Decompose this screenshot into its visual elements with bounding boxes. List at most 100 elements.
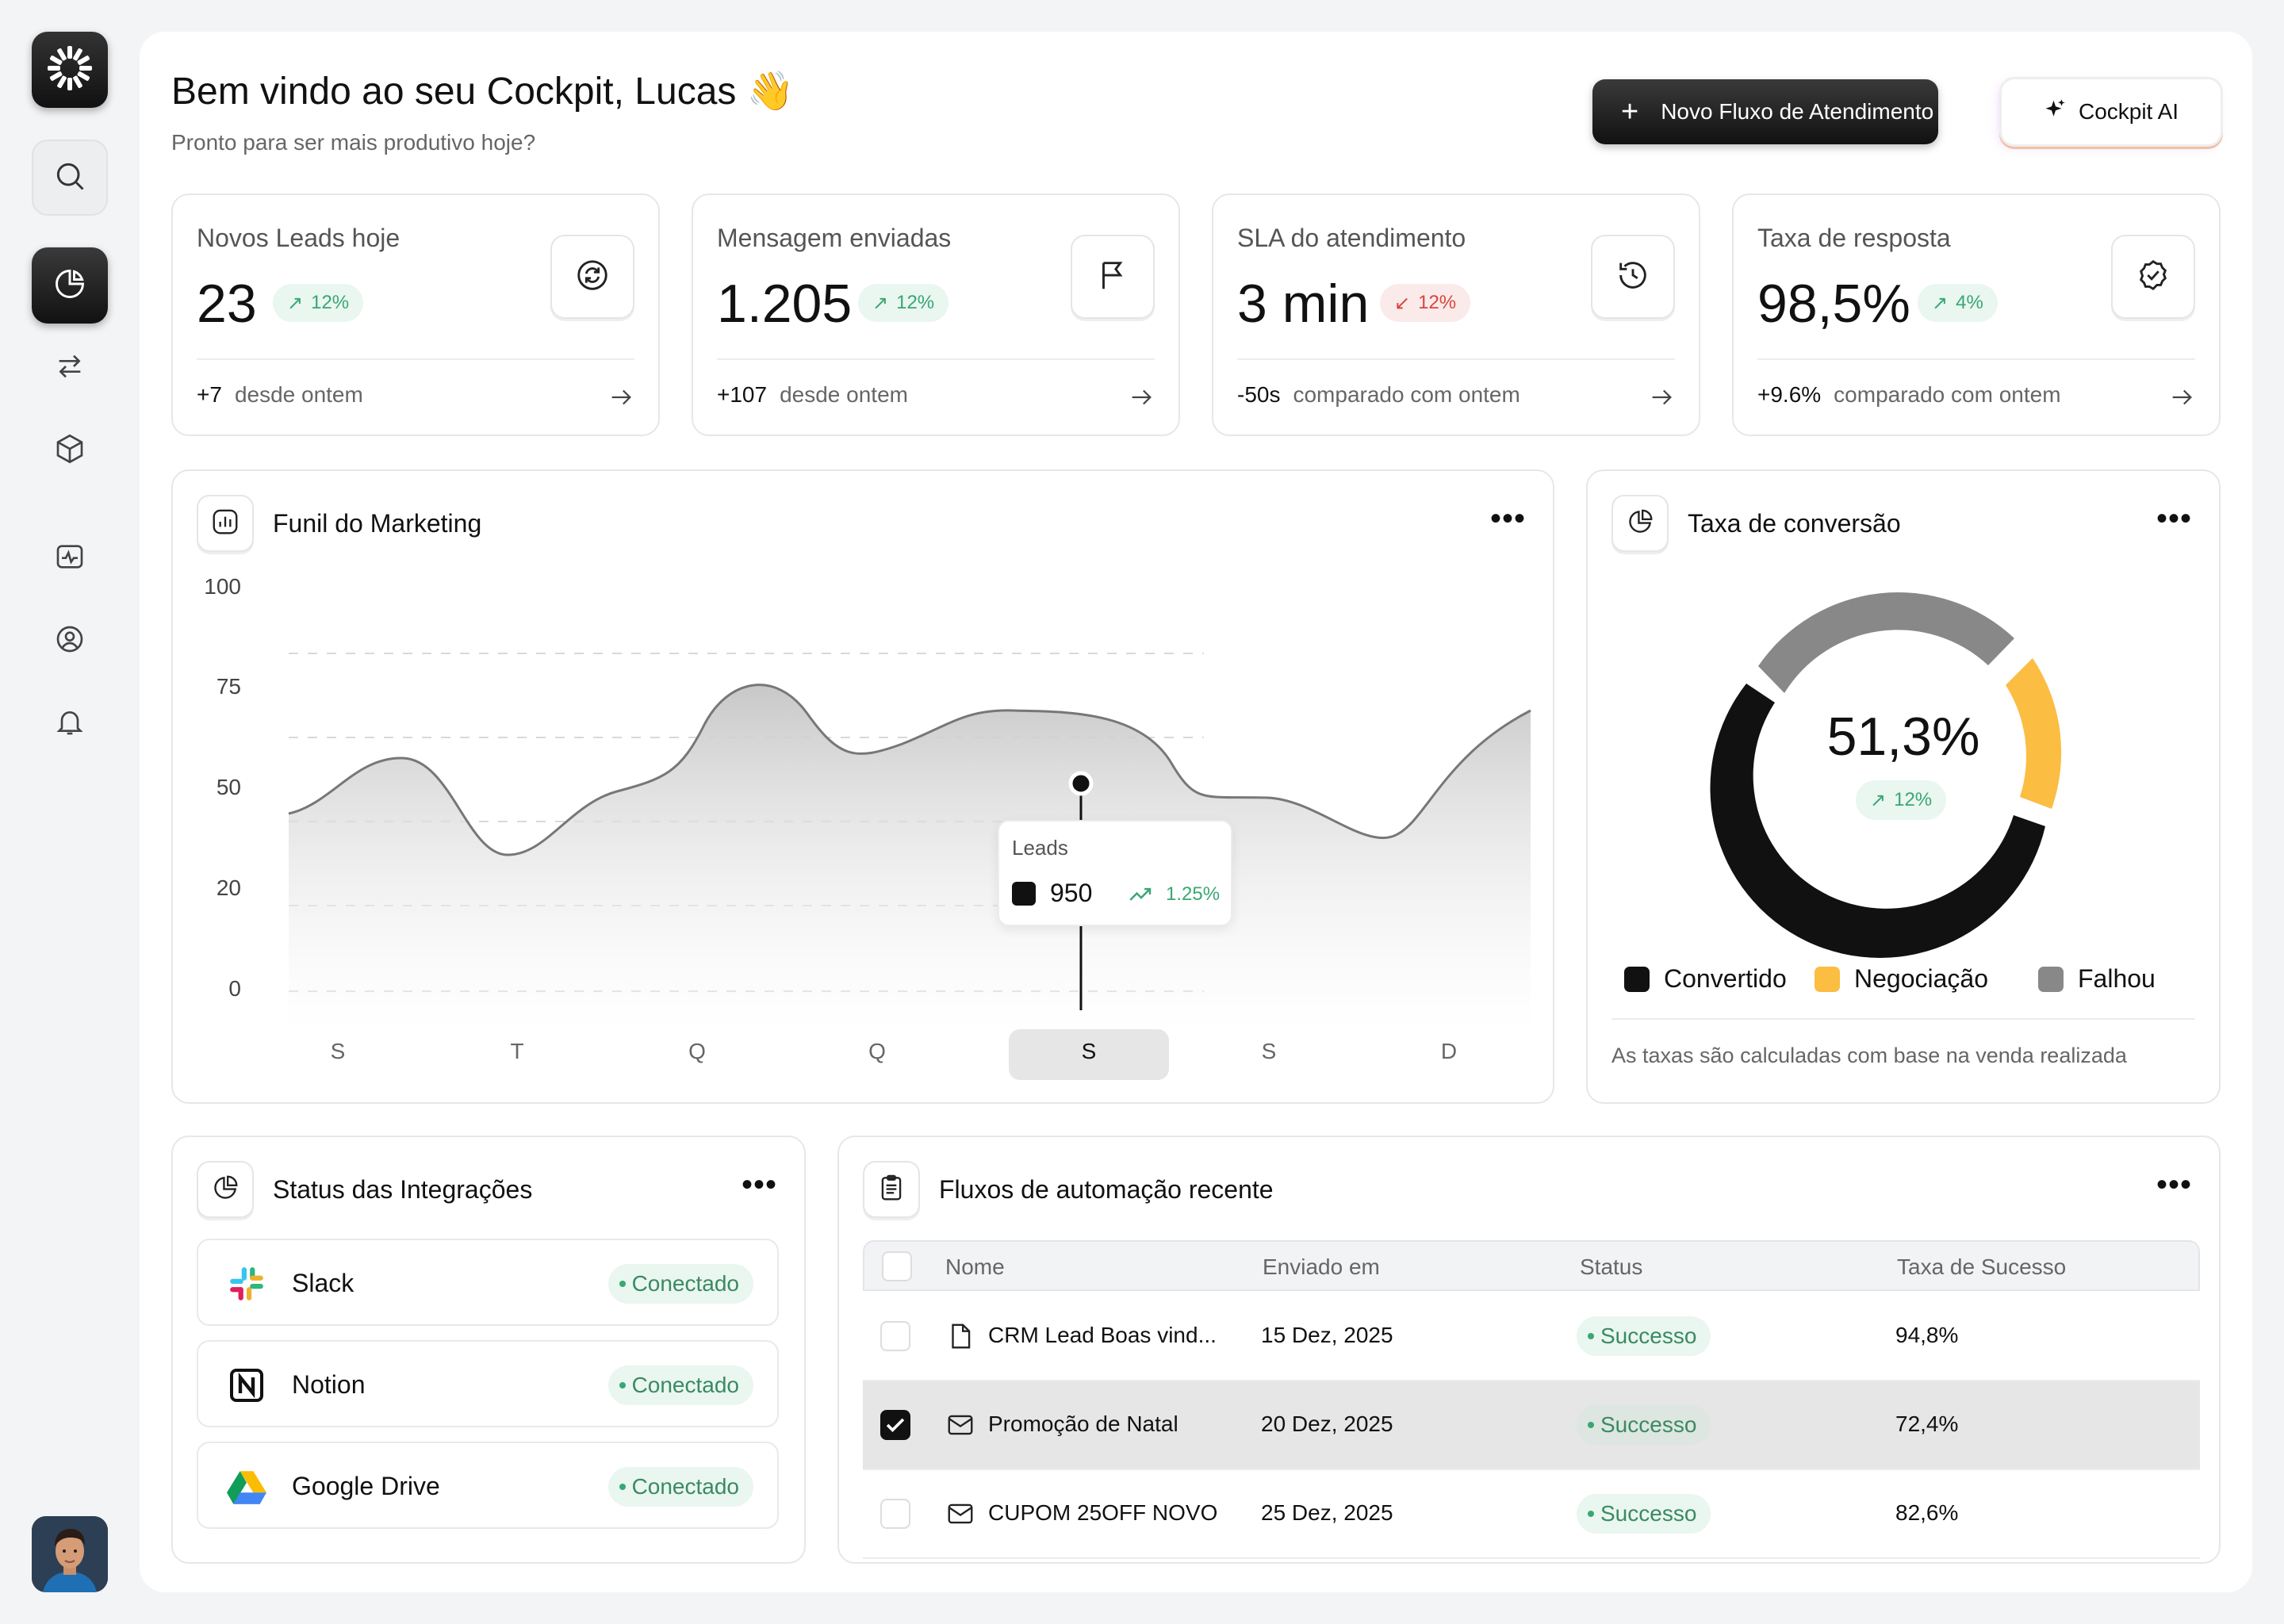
funnel-card: Funil do Marketing ••• 100 75 50 20 0	[171, 469, 1554, 1104]
arrow-right-icon[interactable]	[1648, 384, 1675, 411]
arrow-right-icon[interactable]	[607, 384, 634, 411]
column-header[interactable]: Status	[1580, 1254, 1643, 1279]
avatar[interactable]	[32, 1516, 108, 1592]
pie-chart-icon	[1625, 507, 1655, 541]
x-tick-label[interactable]: Q	[688, 1039, 706, 1063]
cockpit-ai-label: Cockpit AI	[2078, 99, 2179, 124]
column-header[interactable]: Nome	[945, 1254, 1005, 1279]
mail-icon	[945, 1499, 975, 1529]
table-row[interactable]: CRM Lead Boas vind... 15 Dez, 2025 Succe…	[863, 1293, 2200, 1381]
history-icon	[1615, 257, 1651, 297]
integration-row[interactable]: Slack Conectado	[197, 1239, 779, 1326]
stat-icon-button[interactable]	[2111, 235, 2195, 319]
check-badge-icon	[2135, 257, 2171, 297]
legend-item-convertido: Convertido	[1624, 964, 1787, 994]
x-tick-label-selected[interactable]: S	[1081, 1039, 1097, 1063]
stat-footer: +107 desde ontem	[717, 382, 908, 407]
trend-badge: ↗ 12%	[273, 284, 364, 322]
chart-tooltip: Leads 950 1.25%	[998, 820, 1232, 926]
logo-button[interactable]	[32, 32, 108, 108]
sidebar-item-flows[interactable]	[51, 349, 89, 387]
activity-icon	[54, 541, 86, 576]
donut-segment-negociacao	[2006, 658, 2062, 809]
conversion-title: Taxa de conversão	[1688, 509, 1901, 538]
search-icon	[52, 159, 87, 197]
column-header[interactable]: Taxa de Sucesso	[1897, 1254, 2067, 1279]
status-badge: Successo	[1577, 1405, 1711, 1445]
new-flow-label: Novo Fluxo de Atendimento	[1661, 99, 1934, 124]
integration-row[interactable]: Notion Conectado	[197, 1340, 779, 1427]
x-tick-label[interactable]: S	[330, 1039, 346, 1063]
tooltip-label: Leads	[1012, 836, 1068, 860]
column-header[interactable]: Enviado em	[1263, 1254, 1380, 1279]
stat-label: Mensagem enviadas	[717, 224, 952, 252]
sidebar-item-notifications[interactable]	[51, 704, 89, 742]
arrow-down-left-icon: ↙	[1394, 292, 1411, 314]
slack-icon	[227, 1264, 266, 1304]
series-swatch	[1012, 882, 1036, 906]
arrow-right-icon[interactable]	[1128, 384, 1155, 411]
main-panel: Bem vindo ao seu Cockpit, Lucas 👋 Pronto…	[140, 32, 2252, 1592]
x-tick-label[interactable]: S	[1261, 1039, 1277, 1063]
sidebar-item-dashboard[interactable]	[32, 247, 108, 324]
cockpit-ai-button[interactable]: Cockpit AI	[2002, 79, 2221, 144]
flow-date: 15 Dez, 2025	[1261, 1323, 1393, 1347]
conversion-card: Taxa de conversão ••• 51,3% ↗ 12% Convert…	[1586, 469, 2221, 1104]
stat-footer: -50s comparado com ontem	[1237, 382, 1520, 407]
row-checkbox[interactable]	[880, 1499, 910, 1529]
flows-title: Fluxos de automação recente	[939, 1175, 1274, 1204]
stat-card-messages: Mensagem enviadas 1.205 ↗ 12% +107 desde o…	[692, 193, 1180, 436]
row-checkbox-checked[interactable]	[880, 1410, 910, 1440]
refresh-icon	[574, 257, 611, 297]
arrow-up-right-icon: ↗	[287, 292, 304, 314]
table-row-selected[interactable]: Promoção de Natal 20 Dez, 2025 Successo …	[863, 1381, 2200, 1470]
sparkle-icon	[2044, 98, 2079, 127]
more-icon[interactable]: •••	[2156, 1167, 2192, 1202]
logo-icon	[46, 44, 94, 96]
new-flow-button[interactable]: + Novo Fluxo de Atendimento	[1592, 79, 1938, 144]
row-checkbox[interactable]	[880, 1321, 910, 1351]
integration-row[interactable]: Google Drive Conectado	[197, 1442, 779, 1529]
stat-value: 3 min	[1237, 274, 1370, 334]
flow-date: 25 Dez, 2025	[1261, 1500, 1393, 1525]
table-row[interactable]: CUPOM 25OFF NOVO 25 Dez, 2025 Successo 8…	[863, 1470, 2200, 1559]
x-tick-label[interactable]: D	[1440, 1039, 1458, 1063]
funnel-chart-plot	[288, 653, 1531, 1034]
sidebar-item-activity[interactable]	[51, 539, 89, 577]
stat-card-leads: Novos Leads hoje 23 ↗ 12% +7 desde ontem	[171, 193, 660, 436]
integration-name: Google Drive	[292, 1472, 440, 1500]
divider	[1757, 358, 2195, 360]
stat-icon-button[interactable]	[550, 235, 634, 319]
status-badge: Conectado	[607, 1365, 753, 1405]
more-icon[interactable]: •••	[741, 1167, 777, 1202]
flow-rate: 94,8%	[1895, 1323, 1959, 1347]
sidebar-item-products[interactable]	[51, 431, 89, 469]
box-icon	[54, 433, 86, 469]
y-tick-label: 75	[216, 674, 241, 699]
stat-icon-button[interactable]	[1071, 235, 1155, 319]
arrow-right-icon[interactable]	[2168, 384, 2195, 411]
x-tick-label[interactable]: T	[510, 1039, 524, 1063]
tooltip-value: 950	[1050, 879, 1093, 907]
y-tick-label: 100	[204, 574, 241, 599]
x-tick-label[interactable]: Q	[868, 1039, 886, 1063]
select-all-checkbox[interactable]	[882, 1251, 912, 1281]
pie-chart-icon	[210, 1173, 240, 1207]
swap-icon	[54, 350, 86, 386]
sidebar-item-profile[interactable]	[51, 622, 89, 660]
stat-icon-button[interactable]	[1591, 235, 1675, 319]
area-line	[288, 684, 1531, 856]
stat-card-sla: SLA do atendimento 3 min ↙ 12% -50s compar…	[1212, 193, 1700, 436]
status-badge: Successo	[1577, 1494, 1711, 1534]
stat-footer: +7 desde ontem	[197, 382, 363, 407]
chart-chip	[863, 1161, 920, 1218]
pie-chart-icon	[52, 266, 87, 305]
status-badge: Conectado	[607, 1264, 753, 1304]
legend-item-negociacao: Negociação	[1815, 964, 1988, 994]
donut-segment-falhou	[1758, 592, 2014, 693]
page-title: Bem vindo ao seu Cockpit, Lucas 👋	[171, 71, 795, 113]
plus-icon: +	[1621, 95, 1639, 128]
y-tick-label: 20	[216, 875, 241, 900]
file-icon	[945, 1321, 975, 1351]
sidebar-search-button[interactable]	[32, 140, 108, 216]
